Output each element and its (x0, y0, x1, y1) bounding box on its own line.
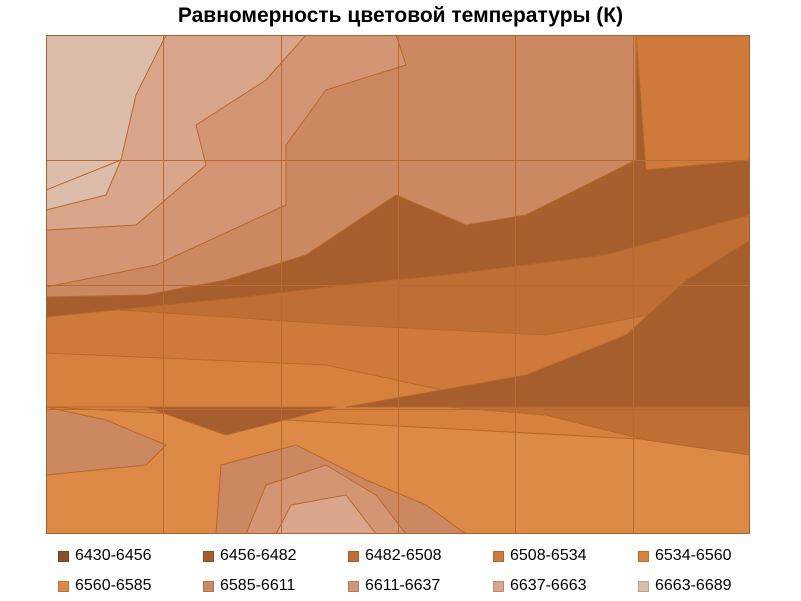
legend-swatch (638, 550, 649, 562)
legend-label: 6560-6585 (75, 577, 152, 594)
legend: 6430-6456 6456-6482 6482-6508 6508-6534 6534… (58, 541, 798, 601)
legend-item: 6456-6482 (203, 541, 348, 571)
contour-band-14 (46, 159, 122, 211)
contour-band-13 (46, 35, 167, 196)
legend-item: 6482-6508 (348, 541, 493, 571)
contour-band-17 (275, 494, 377, 534)
legend-swatch (203, 580, 214, 592)
legend-item: 6637-6663 (493, 571, 638, 601)
legend-label: 6430-6456 (75, 547, 152, 564)
legend-swatch (348, 550, 359, 562)
legend-label: 6611-6637 (365, 577, 441, 594)
legend-swatch (203, 550, 214, 562)
contour-band-8 (46, 406, 337, 436)
contour-plot (46, 35, 750, 534)
legend-item: 6611-6637 (348, 571, 493, 601)
legend-label: 6482-6508 (365, 547, 442, 564)
legend-label: 6585-6611 (220, 577, 296, 594)
chart-title: Равномерность цветовой температуры (К) (177, 4, 624, 27)
legend-label: 6663-6689 (655, 577, 732, 594)
legend-swatch (493, 550, 504, 562)
legend-item: 6560-6585 (58, 571, 203, 601)
legend-label: 6456-6482 (220, 547, 297, 564)
legend-swatch (638, 580, 649, 592)
legend-label: 6637-6663 (510, 577, 587, 594)
contour-band-7 (445, 406, 750, 456)
plot-frame (46, 35, 750, 534)
legend-swatch (58, 550, 69, 562)
legend-item: 6585-6611 (203, 571, 348, 601)
legend-item: 6508-6534 (493, 541, 638, 571)
legend-item: 6663-6689 (638, 571, 783, 601)
contour-band-18 (46, 406, 167, 476)
legend-swatch (493, 580, 504, 592)
contour-band-9 (46, 35, 750, 171)
contour-band-6 (345, 239, 750, 408)
legend-label: 6534-6560 (655, 547, 732, 564)
legend-swatch (58, 580, 69, 592)
legend-item: 6430-6456 (58, 541, 203, 571)
legend-item: 6534-6560 (638, 541, 783, 571)
legend-label: 6508-6534 (510, 547, 587, 564)
legend-swatch (348, 580, 359, 592)
